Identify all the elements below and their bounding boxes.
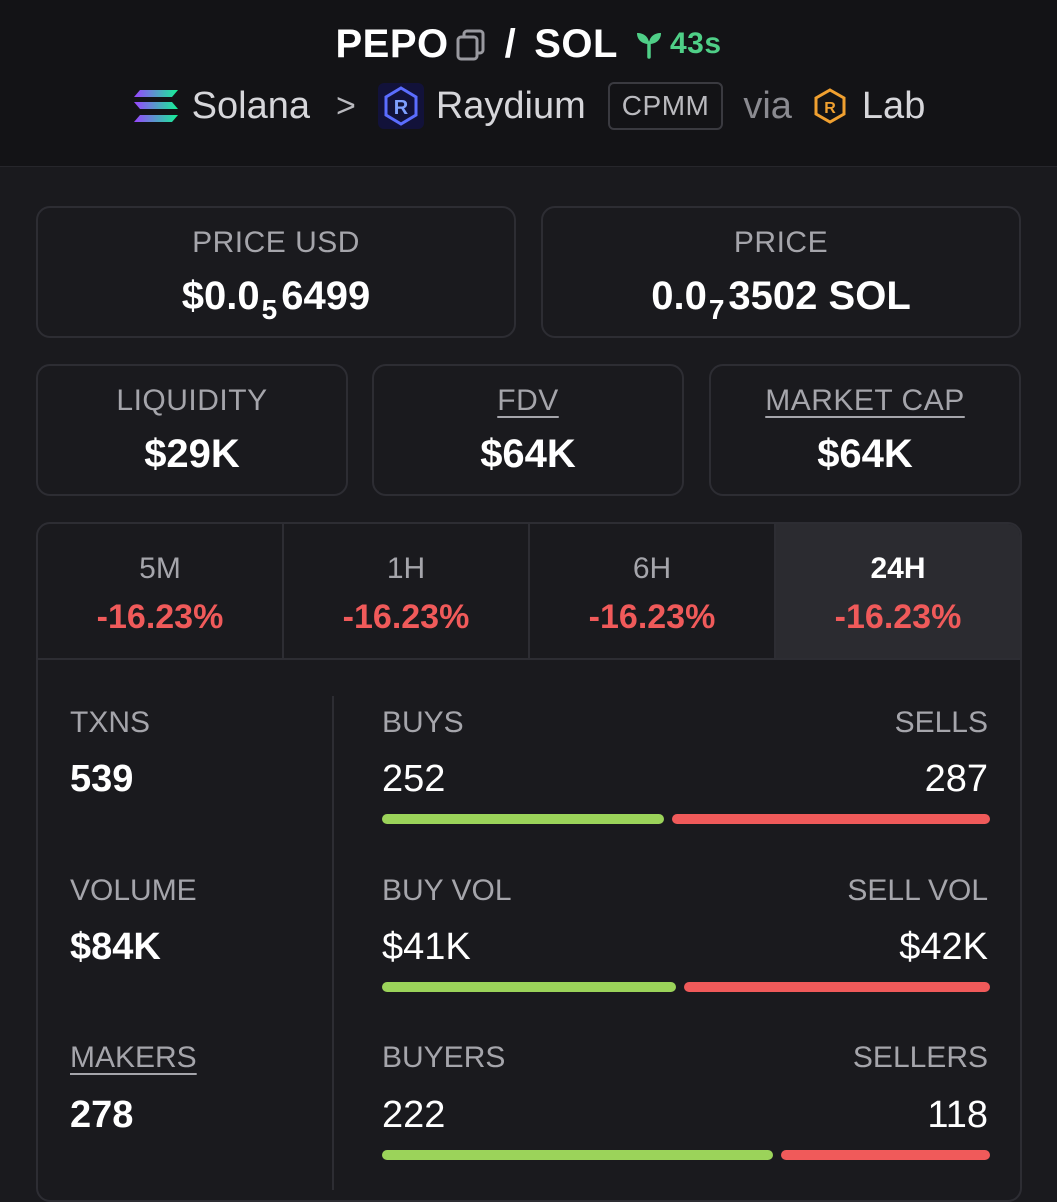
sell-vol-bar bbox=[684, 982, 990, 992]
market-cap-card: MARKET CAP $64K bbox=[709, 364, 1021, 496]
tab-change: -16.23% bbox=[96, 598, 224, 636]
liquidity-value: $29K bbox=[144, 432, 240, 476]
price-native-card: PRICE 0.07 3502 SOL bbox=[541, 206, 1021, 338]
tab-1h[interactable]: 1H -16.23% bbox=[284, 524, 530, 658]
price-usd-label: PRICE USD bbox=[192, 226, 360, 259]
launchpad-name[interactable]: Lab bbox=[861, 84, 926, 127]
raydium-icon: R bbox=[377, 83, 424, 129]
sell-vol-value: $42K bbox=[899, 926, 988, 968]
volume-label: VOLUME bbox=[70, 874, 197, 907]
txns-label: TXNS bbox=[70, 706, 151, 739]
sells-value: 287 bbox=[924, 758, 988, 800]
txns-value: 539 bbox=[70, 758, 134, 800]
price-native-label: PRICE bbox=[733, 226, 829, 259]
pair-title-row: PEPO / SOL 43s bbox=[0, 18, 1057, 70]
makers-value: 278 bbox=[70, 1094, 134, 1136]
buy-vol-value: $41K bbox=[382, 926, 471, 968]
buys-value: 252 bbox=[382, 758, 446, 800]
stats-panel: 5M -16.23% 1H -16.23% 6H -16.23% 24H -16… bbox=[36, 522, 1022, 1202]
base-token-symbol: PEPO bbox=[335, 21, 449, 66]
buy-vol-bar bbox=[382, 982, 676, 992]
pair-age-value: 43s bbox=[669, 27, 722, 60]
pair-age: 43s bbox=[634, 27, 722, 61]
sells-label: SELLS bbox=[894, 706, 988, 739]
makers-label[interactable]: MAKERS bbox=[70, 1041, 197, 1074]
sell-vol-label: SELL VOL bbox=[847, 874, 988, 907]
tab-6h[interactable]: 6H -16.23% bbox=[530, 524, 776, 658]
pair-separator: / bbox=[504, 21, 517, 66]
liquidity-card: LIQUIDITY $29K bbox=[36, 364, 348, 496]
buys-label: BUYS bbox=[382, 706, 464, 739]
buyers-bar bbox=[382, 1150, 773, 1160]
svg-text:R: R bbox=[394, 97, 409, 119]
volume-value: $84K bbox=[70, 926, 161, 968]
copy-icon[interactable] bbox=[455, 27, 487, 61]
timeframe-tabs: 5M -16.23% 1H -16.23% 6H -16.23% 24H -16… bbox=[38, 524, 1020, 660]
route-row: Solana > R Raydium CPMM via R Lab bbox=[0, 80, 1057, 132]
solana-icon bbox=[132, 88, 180, 124]
tab-label: 1H bbox=[386, 552, 426, 585]
tab-change: -16.23% bbox=[834, 598, 962, 636]
buyers-label: BUYERS bbox=[382, 1041, 506, 1074]
liquidity-label: LIQUIDITY bbox=[116, 384, 268, 417]
via-text: via bbox=[743, 84, 792, 127]
sellers-label: SELLERS bbox=[852, 1041, 988, 1074]
fdv-card: FDV $64K bbox=[372, 364, 684, 496]
dex-name[interactable]: Raydium bbox=[435, 84, 586, 127]
quote-token-symbol: SOL bbox=[534, 21, 618, 66]
tab-5m[interactable]: 5M -16.23% bbox=[38, 524, 284, 658]
market-cap-value: $64K bbox=[817, 432, 913, 476]
pool-type-badge: CPMM bbox=[607, 82, 724, 130]
price-usd-value: $0.05 6499 bbox=[181, 274, 371, 325]
buy-vol-label: BUY VOL bbox=[382, 874, 512, 907]
tab-label: 5M bbox=[139, 552, 181, 585]
stats-divider bbox=[332, 696, 334, 1190]
buys-bar bbox=[382, 814, 664, 824]
tab-label: 24H bbox=[870, 552, 926, 585]
tab-label: 6H bbox=[632, 552, 672, 585]
tab-change: -16.23% bbox=[588, 598, 716, 636]
pair-header: PEPO / SOL 43s bbox=[0, 0, 1057, 167]
tab-24h[interactable]: 24H -16.23% bbox=[776, 524, 1020, 658]
sells-bar bbox=[672, 814, 990, 824]
tab-change: -16.23% bbox=[342, 598, 470, 636]
buyers-value: 222 bbox=[382, 1094, 446, 1136]
lab-icon: R bbox=[812, 88, 848, 124]
seedling-icon bbox=[636, 33, 661, 59]
market-cap-label[interactable]: MARKET CAP bbox=[765, 384, 965, 417]
price-usd-card: PRICE USD $0.05 6499 bbox=[36, 206, 516, 338]
chain-name[interactable]: Solana bbox=[191, 84, 310, 127]
sellers-bar bbox=[781, 1150, 990, 1160]
fdv-label[interactable]: FDV bbox=[497, 384, 559, 417]
chevron-right-icon: > bbox=[335, 86, 356, 125]
fdv-value: $64K bbox=[480, 432, 576, 476]
svg-text:R: R bbox=[824, 100, 836, 117]
sellers-value: 118 bbox=[927, 1094, 988, 1136]
price-native-value: 0.07 3502 SOL bbox=[651, 274, 911, 325]
